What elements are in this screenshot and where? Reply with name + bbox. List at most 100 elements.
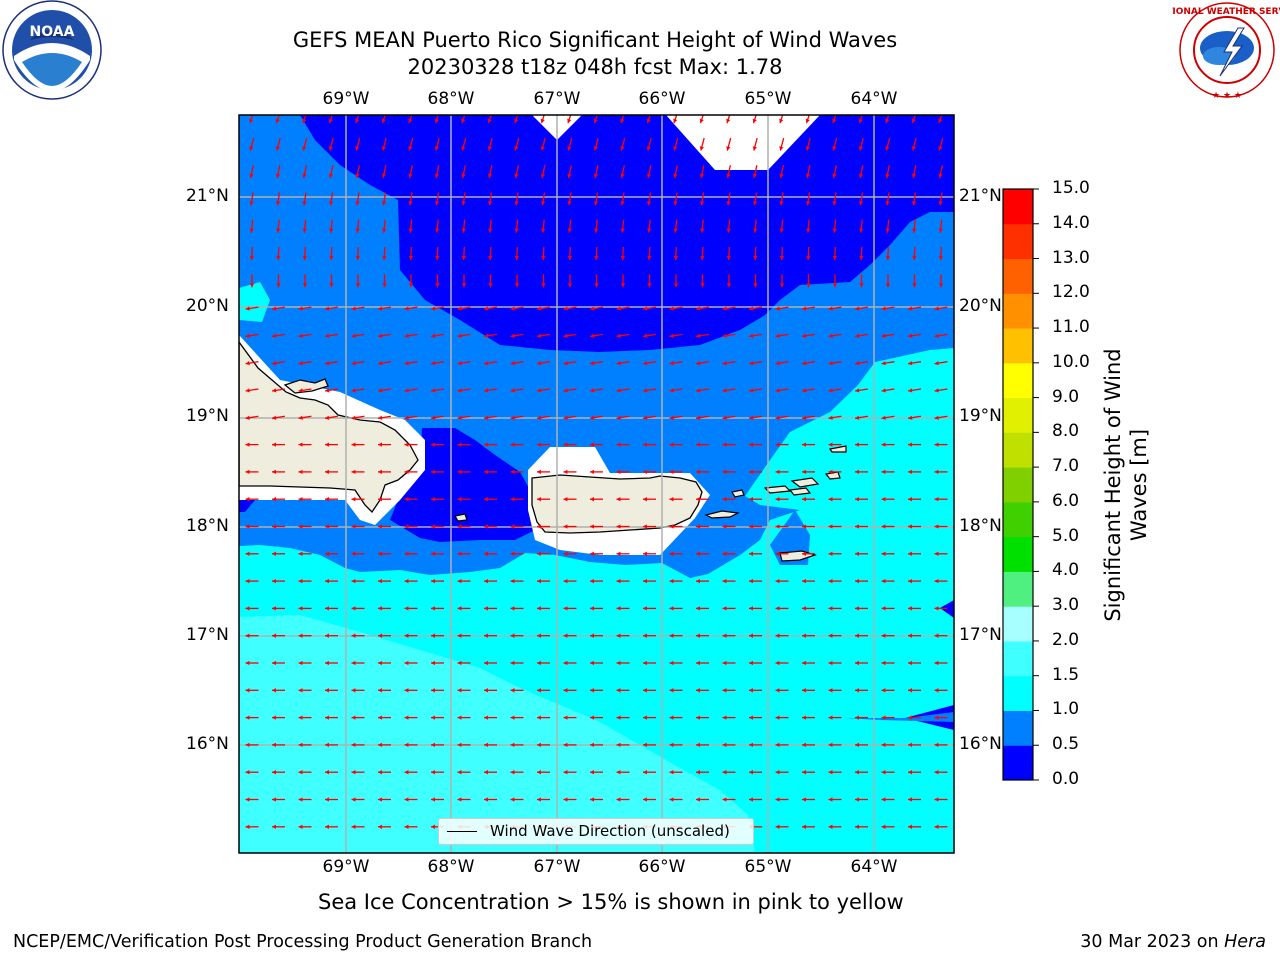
wave-arrow-head (881, 306, 886, 311)
wave-arrow-head (934, 524, 939, 529)
wave-arrow-head (484, 360, 489, 366)
wave-arrow-head (457, 742, 462, 748)
wave-arrow-head (752, 118, 757, 124)
wave-arrow-head (616, 551, 621, 556)
wave-arrow-head (908, 797, 912, 802)
wave-arrow-head (435, 228, 440, 233)
colorbar-tick-label: 1.5 (1052, 664, 1080, 685)
wave-arrow-head (908, 388, 913, 393)
wave-arrow-head (461, 255, 467, 260)
wave-arrow-head (457, 688, 462, 693)
wave-arrow-head (378, 633, 382, 638)
wave-arrow-head (298, 497, 303, 502)
lat-label-right: 16°N (959, 734, 1002, 754)
wave-arrow-head (749, 333, 754, 338)
wave-arrow-head (616, 360, 621, 366)
lon-label-bottom: 66°W (638, 857, 686, 877)
wave-arrow-head (275, 146, 280, 151)
wave-arrow-head (646, 173, 652, 178)
wave-arrow-head (753, 228, 758, 233)
wave-arrow-head (567, 228, 572, 233)
wave-arrow-head (563, 360, 568, 366)
wave-arrow-head (351, 770, 356, 775)
wave-arrow-head (408, 228, 413, 233)
wave-arrow-head (404, 770, 409, 775)
wave-arrow-head (434, 146, 439, 151)
wave-arrow-head (431, 742, 435, 748)
lat-label-right: 19°N (959, 406, 1002, 426)
wave-arrow-head (408, 283, 414, 288)
wave-arrow-head (325, 333, 330, 338)
wave-arrow-head (775, 333, 780, 338)
wave-arrow-head (272, 770, 276, 775)
wave-arrow-head (351, 551, 356, 556)
wave-arrow-head (378, 415, 383, 420)
colorbar-tick-label: 7.0 (1052, 456, 1080, 477)
wave-arrow-head (749, 551, 753, 556)
wave-arrow-head (934, 688, 939, 693)
wave-arrow-head (484, 415, 489, 420)
lon-label-top: 69°W (322, 89, 370, 109)
wave-arrow-head (510, 469, 515, 475)
wave-arrow-head (537, 633, 541, 638)
wave-arrow-head (457, 497, 462, 502)
wave-arrow-head (699, 173, 705, 178)
wave-arrow-head (885, 201, 890, 206)
wave-arrow-head (249, 201, 254, 206)
wave-arrow-head (378, 797, 382, 802)
wave-arrow-head (855, 715, 859, 720)
wave-arrow-head (590, 388, 595, 393)
wave-arrow-head (912, 283, 917, 288)
wave-arrow-head (272, 633, 276, 638)
wave-arrow-head (514, 255, 520, 260)
wave-arrow-head (934, 824, 939, 829)
wave-arrow-head (775, 688, 780, 693)
wave-arrow-head (885, 283, 891, 288)
wave-arrow-head (802, 306, 807, 311)
wave-arrow-head (431, 415, 436, 420)
wave-arrow-head (325, 660, 329, 666)
wave-arrow-head (325, 578, 329, 584)
colorbar-segment (1003, 223, 1033, 260)
wave-arrow-head (325, 442, 329, 447)
wave-arrow-head (749, 742, 753, 748)
wave-arrow-head (488, 283, 493, 288)
wave-arrow-head (514, 201, 519, 206)
lon-label-bottom: 64°W (850, 857, 898, 877)
wave-arrow-head (484, 551, 488, 556)
wave-arrow-head (567, 283, 573, 288)
wave-arrow-head (726, 118, 731, 124)
lat-label-left: 21°N (186, 186, 229, 206)
colorbar-segment (1003, 189, 1033, 225)
wave-arrow-head (832, 118, 837, 124)
wave-arrow-head (881, 497, 886, 502)
colorbar-tick-label: 3.0 (1052, 595, 1080, 616)
wave-arrow-head (775, 442, 780, 447)
wave-arrow-head (616, 469, 621, 475)
wave-arrow-head (908, 551, 912, 556)
wave-arrow-head (620, 283, 626, 288)
wave-arrow-head (722, 606, 727, 611)
wave-arrow-head (699, 146, 704, 151)
wave-arrow-head (484, 660, 488, 666)
wave-arrow-head (908, 606, 912, 611)
wave-arrow-head (749, 606, 753, 611)
wave-arrow-head (802, 606, 806, 611)
wave-arrow-head (431, 715, 435, 720)
wave-arrow-head (590, 469, 594, 475)
wave-arrow-head (245, 715, 250, 720)
wave-arrow-head (302, 283, 308, 288)
wave-arrow-head (643, 578, 647, 584)
wave-arrow-head (325, 688, 329, 693)
wave-arrow-head (435, 283, 440, 288)
wave-arrow-head (802, 660, 806, 666)
wave-arrow-head (722, 469, 727, 475)
wave-arrow-head (859, 228, 864, 233)
lon-label-top: 67°W (533, 89, 581, 109)
wave-arrow-head (567, 173, 572, 178)
wave-arrow-head (567, 255, 573, 260)
wave-arrow-head (298, 415, 303, 420)
wave-arrow-head (855, 770, 859, 775)
wave-arrow-head (272, 742, 276, 748)
